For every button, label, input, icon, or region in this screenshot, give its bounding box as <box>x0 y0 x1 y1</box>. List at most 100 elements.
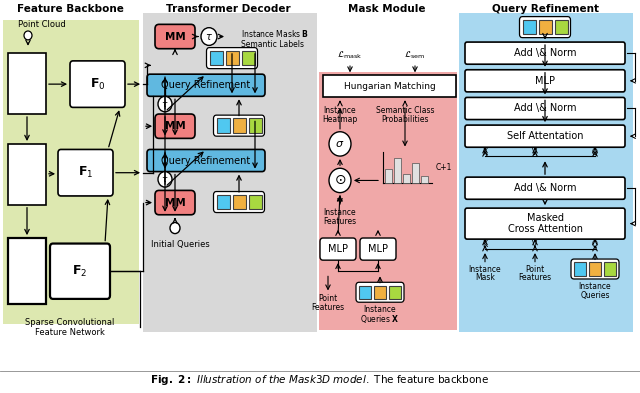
Text: Queries: Queries <box>580 291 610 300</box>
Text: Feature Network: Feature Network <box>35 328 105 337</box>
Text: Feature Backbone: Feature Backbone <box>17 4 124 14</box>
FancyBboxPatch shape <box>50 244 110 299</box>
Text: Semantic Labels: Semantic Labels <box>241 40 304 49</box>
Bar <box>232 118 246 133</box>
Text: $\mathbf{Fig.\ 2:}$ $\mathit{Illustration\ of\ the\ Mask3D\ model.}$ The feature: $\mathbf{Fig.\ 2:}$ $\mathit{Illustratio… <box>150 373 490 387</box>
Text: Query Refinement: Query Refinement <box>493 4 600 14</box>
Bar <box>538 20 552 34</box>
Text: Q: Q <box>592 240 598 249</box>
Text: $\mathcal{L}_\mathrm{mask}$: $\mathcal{L}_\mathrm{mask}$ <box>337 50 363 61</box>
Text: MM: MM <box>164 198 186 208</box>
FancyBboxPatch shape <box>465 177 625 199</box>
FancyBboxPatch shape <box>155 191 195 215</box>
Bar <box>589 263 601 275</box>
FancyBboxPatch shape <box>214 115 264 136</box>
Bar <box>421 176 428 183</box>
Bar <box>3 20 139 324</box>
Text: $\mathbf{F}_0$: $\mathbf{F}_0$ <box>90 77 106 92</box>
Text: $\tau$: $\tau$ <box>161 99 169 108</box>
Text: Cross Attention: Cross Attention <box>508 224 582 234</box>
Text: Mask: Mask <box>475 274 495 282</box>
Text: Add \& Norm: Add \& Norm <box>514 103 576 114</box>
Text: $\sigma$: $\sigma$ <box>335 139 345 149</box>
Text: MM: MM <box>164 121 186 131</box>
Text: Add \& Norm: Add \& Norm <box>514 183 576 193</box>
Bar <box>604 263 616 275</box>
Bar <box>216 195 230 209</box>
FancyBboxPatch shape <box>465 70 625 92</box>
FancyBboxPatch shape <box>70 61 125 107</box>
Bar <box>8 144 46 205</box>
Bar <box>385 169 392 183</box>
Text: Query Refinement: Query Refinement <box>161 80 251 90</box>
Text: Features: Features <box>312 303 344 312</box>
Circle shape <box>170 222 180 233</box>
Bar <box>522 20 536 34</box>
Text: $\tau$: $\tau$ <box>205 31 213 42</box>
Text: $\mathbf{F}_2$: $\mathbf{F}_2$ <box>72 264 88 279</box>
Circle shape <box>24 31 32 40</box>
Text: MLP: MLP <box>368 244 388 254</box>
Text: Features: Features <box>518 274 552 282</box>
Text: Self Attentation: Self Attentation <box>507 131 583 141</box>
Text: MM: MM <box>164 31 186 42</box>
Circle shape <box>158 172 172 187</box>
FancyBboxPatch shape <box>520 17 570 38</box>
Text: Instance: Instance <box>324 208 356 217</box>
Text: $\mathcal{L}_\mathrm{sem}$: $\mathcal{L}_\mathrm{sem}$ <box>404 50 426 61</box>
Bar <box>574 263 586 275</box>
Bar <box>459 13 633 332</box>
Text: Add \& Norm: Add \& Norm <box>514 48 576 58</box>
Bar <box>554 20 568 34</box>
FancyBboxPatch shape <box>214 191 264 213</box>
Circle shape <box>329 168 351 193</box>
Text: Semantic Class: Semantic Class <box>376 106 435 115</box>
FancyBboxPatch shape <box>155 114 195 138</box>
Text: Point: Point <box>318 294 338 303</box>
Bar <box>319 72 457 330</box>
FancyBboxPatch shape <box>320 238 356 260</box>
Bar <box>225 51 239 65</box>
Bar <box>241 51 255 65</box>
Text: Q: Q <box>592 148 598 157</box>
Bar <box>8 53 46 114</box>
FancyBboxPatch shape <box>465 125 625 147</box>
Bar <box>374 286 386 299</box>
Text: Instance Masks $\mathbf{B}$: Instance Masks $\mathbf{B}$ <box>241 28 309 39</box>
Text: K: K <box>483 240 488 249</box>
Text: Point Cloud: Point Cloud <box>18 20 66 29</box>
Text: Initial Queries: Initial Queries <box>150 240 209 249</box>
Text: Instance: Instance <box>324 106 356 115</box>
FancyBboxPatch shape <box>155 24 195 49</box>
Bar <box>209 51 223 65</box>
Text: Queries $\mathbf{X}$: Queries $\mathbf{X}$ <box>360 313 400 325</box>
Text: MLP: MLP <box>535 76 555 86</box>
Bar <box>216 118 230 133</box>
Text: Point: Point <box>525 264 545 274</box>
Circle shape <box>158 96 172 112</box>
FancyBboxPatch shape <box>147 74 265 96</box>
FancyBboxPatch shape <box>360 238 396 260</box>
Bar <box>359 286 371 299</box>
Text: $\tau$: $\tau$ <box>161 175 169 184</box>
Bar <box>389 286 401 299</box>
Circle shape <box>329 132 351 156</box>
Text: Instance: Instance <box>468 264 501 274</box>
FancyBboxPatch shape <box>207 48 257 69</box>
Bar <box>8 238 46 305</box>
Text: Probabilities: Probabilities <box>381 115 429 124</box>
Circle shape <box>201 28 217 45</box>
Text: Instance: Instance <box>364 305 396 314</box>
Bar <box>403 174 410 183</box>
Bar <box>323 75 456 97</box>
FancyBboxPatch shape <box>356 282 404 302</box>
Text: Instance: Instance <box>579 282 611 291</box>
Text: Query Refinement: Query Refinement <box>161 156 251 165</box>
FancyBboxPatch shape <box>465 42 625 64</box>
FancyBboxPatch shape <box>465 208 625 239</box>
Text: Mask Module: Mask Module <box>348 4 426 14</box>
FancyBboxPatch shape <box>147 149 265 172</box>
Bar <box>232 195 246 209</box>
Bar <box>248 118 262 133</box>
FancyBboxPatch shape <box>465 97 625 119</box>
